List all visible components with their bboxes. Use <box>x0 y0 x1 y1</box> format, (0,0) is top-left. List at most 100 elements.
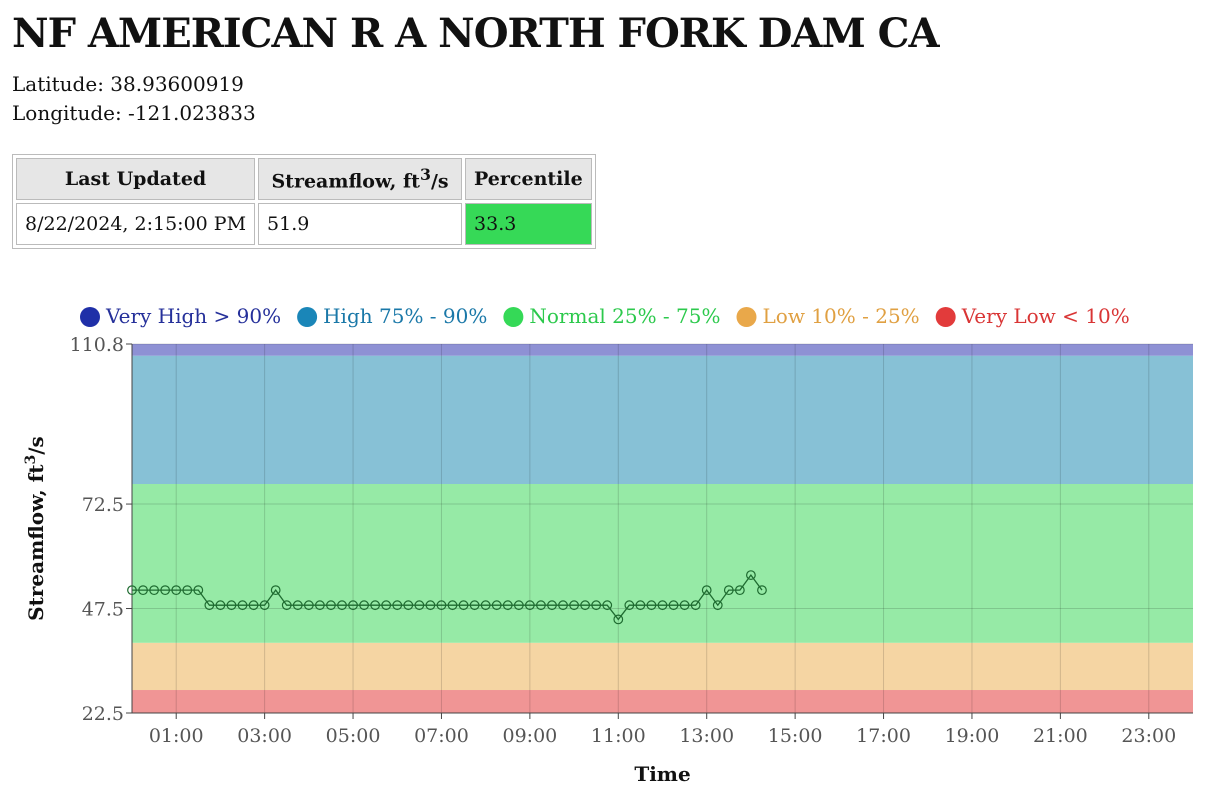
data-point <box>204 600 215 611</box>
header-streamflow-sup: 3 <box>419 165 431 185</box>
header-percentile: Percentile <box>465 158 592 200</box>
data-point <box>370 600 381 611</box>
status-table-row: 8/22/2024, 2:15:00 PM 51.9 33.3 <box>16 203 592 245</box>
data-point <box>337 600 347 611</box>
legend-swatch-icon <box>80 307 100 327</box>
data-point <box>558 600 568 611</box>
data-point <box>447 600 458 611</box>
data-point <box>292 600 303 611</box>
longitude-text: Longitude: -121.023833 <box>12 101 256 125</box>
y-tick-label: 110.8 <box>70 334 124 356</box>
data-point <box>580 600 591 611</box>
x-tick-label: 15:00 <box>768 725 823 747</box>
data-point <box>723 585 734 596</box>
legend-item: High 75% - 90% <box>297 304 487 328</box>
legend-item: Low 10% - 25% <box>736 304 920 328</box>
data-point <box>303 600 314 611</box>
streamflow-value: 51.9 <box>258 203 463 245</box>
x-tick-label: 21:00 <box>1033 725 1088 747</box>
data-point <box>237 600 248 611</box>
x-tick-label: 23:00 <box>1121 725 1176 747</box>
data-point <box>314 600 325 611</box>
legend-item: Very High > 90% <box>80 304 281 328</box>
data-point <box>226 600 237 611</box>
data-point <box>270 585 281 596</box>
data-point <box>646 600 657 611</box>
legend-swatch-icon <box>935 307 956 327</box>
header-streamflow-unit: /s <box>430 170 449 193</box>
data-point <box>458 600 469 611</box>
last-updated-value: 8/22/2024, 2:15:00 PM <box>16 203 256 245</box>
data-point <box>403 600 414 611</box>
legend-item: Normal 25% - 75% <box>503 304 721 328</box>
data-point <box>392 600 403 611</box>
data-point <box>149 585 160 596</box>
x-axis-title: Time <box>634 762 690 786</box>
legend-label: Very Low < 10% <box>961 304 1130 328</box>
x-tick-label: 05:00 <box>326 725 381 747</box>
data-point <box>281 600 292 611</box>
data-point <box>746 570 756 580</box>
data-point <box>547 600 557 611</box>
x-tick-label: 17:00 <box>856 725 911 747</box>
data-point <box>248 600 259 611</box>
header-last-updated: Last Updated <box>16 158 256 200</box>
legend-label: Normal 25% - 75% <box>529 304 720 328</box>
data-point <box>536 600 546 611</box>
percentile-band <box>132 483 1193 643</box>
data-point <box>524 600 535 611</box>
data-point <box>635 600 646 611</box>
data-point <box>513 600 524 611</box>
data-point <box>757 585 767 596</box>
y-tick-label: 72.5 <box>82 494 124 516</box>
data-point <box>591 600 602 611</box>
x-tick-label: 09:00 <box>502 725 557 747</box>
y-tick-label: 22.5 <box>82 703 124 725</box>
data-point <box>469 600 480 611</box>
data-point <box>657 600 668 611</box>
data-point <box>701 585 712 596</box>
x-tick-label: 11:00 <box>591 725 646 747</box>
station-title: NF AMERICAN R A NORTH FORK DAM CA <box>12 10 940 57</box>
percentile-band <box>132 355 1193 484</box>
legend-swatch-icon <box>297 307 318 327</box>
header-streamflow-text: Streamflow, ft <box>271 170 420 193</box>
x-tick-label: 19:00 <box>945 725 1000 747</box>
streamflow-series-line <box>132 574 763 621</box>
latitude-text: Latitude: 38.93600919 <box>12 72 244 96</box>
data-point <box>712 600 723 611</box>
data-point <box>138 585 148 596</box>
data-point <box>480 600 491 611</box>
x-tick-label: 13:00 <box>679 725 734 747</box>
legend-swatch-icon <box>503 307 524 327</box>
legend-label: High 75% - 90% <box>323 304 487 328</box>
percentile-value: 33.3 <box>465 203 592 245</box>
data-point <box>348 600 358 611</box>
status-table-header-row: Last Updated Streamflow, ft3/s Percentil… <box>16 158 592 200</box>
status-table: Last Updated Streamflow, ft3/s Percentil… <box>12 154 596 249</box>
percentile-band <box>132 642 1193 691</box>
data-point <box>502 600 513 611</box>
data-point <box>613 614 624 625</box>
data-point <box>679 600 690 611</box>
data-point <box>171 585 182 596</box>
data-point <box>326 600 336 611</box>
data-point <box>160 585 171 596</box>
data-point <box>381 600 392 611</box>
data-point <box>182 585 193 596</box>
data-point <box>624 600 635 611</box>
legend-label: Very High > 90% <box>105 304 281 328</box>
data-point <box>690 600 701 611</box>
data-point <box>425 600 436 611</box>
legend-item: Very Low < 10% <box>935 304 1130 328</box>
legend-label: Low 10% - 25% <box>763 304 920 328</box>
x-tick-label: 03:00 <box>237 725 292 747</box>
data-point <box>734 585 745 596</box>
x-tick-label: 07:00 <box>414 725 469 747</box>
chart-legend: Very High > 90% High 75% - 90% Normal 25% … <box>80 304 1130 328</box>
data-point <box>491 600 502 611</box>
y-tick-label: 47.5 <box>82 599 124 621</box>
x-tick-label: 01:00 <box>149 725 204 747</box>
data-point <box>436 600 447 611</box>
data-point <box>193 585 204 596</box>
